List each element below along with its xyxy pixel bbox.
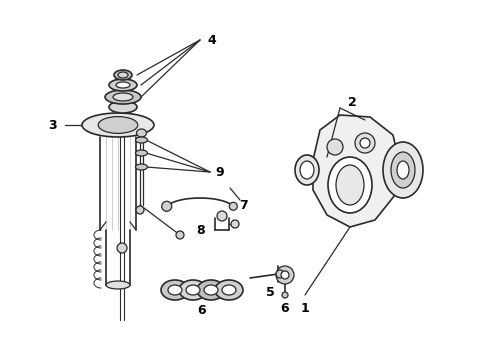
Text: 7: 7 [239,198,247,212]
Ellipse shape [300,161,314,179]
Circle shape [162,201,172,211]
Ellipse shape [328,157,372,213]
Ellipse shape [383,142,423,198]
Ellipse shape [136,164,147,170]
Ellipse shape [105,90,141,104]
Ellipse shape [116,82,130,88]
Circle shape [276,270,284,278]
Ellipse shape [98,117,138,134]
Ellipse shape [391,152,415,188]
Circle shape [136,206,144,214]
Text: 5: 5 [266,285,274,298]
Circle shape [282,292,288,298]
Text: 6: 6 [197,303,206,316]
Circle shape [229,202,237,210]
Circle shape [117,243,127,253]
Text: 1: 1 [301,302,309,315]
Text: 6: 6 [281,302,289,315]
Ellipse shape [397,161,409,179]
Ellipse shape [137,129,147,137]
Circle shape [281,271,289,279]
Text: 2: 2 [347,95,356,108]
Ellipse shape [109,79,137,91]
Ellipse shape [204,285,218,295]
Circle shape [360,138,370,148]
Ellipse shape [295,155,319,185]
Ellipse shape [118,72,128,78]
Ellipse shape [82,113,154,137]
Ellipse shape [222,285,236,295]
Ellipse shape [336,165,364,205]
Polygon shape [313,115,400,227]
Ellipse shape [161,280,189,300]
Ellipse shape [179,280,207,300]
Ellipse shape [215,280,243,300]
Circle shape [231,220,239,228]
Circle shape [327,139,343,155]
Ellipse shape [136,137,147,143]
Text: 8: 8 [196,224,205,237]
Ellipse shape [197,280,225,300]
Circle shape [276,266,294,284]
Ellipse shape [113,93,133,101]
Text: 9: 9 [216,166,224,179]
Circle shape [217,211,227,221]
Ellipse shape [136,150,147,156]
Ellipse shape [186,285,200,295]
Circle shape [176,231,184,239]
Ellipse shape [109,101,137,113]
Ellipse shape [114,70,132,80]
Ellipse shape [106,281,130,289]
Ellipse shape [168,285,182,295]
Text: 4: 4 [208,33,217,46]
Text: 3: 3 [48,118,56,131]
Circle shape [355,133,375,153]
